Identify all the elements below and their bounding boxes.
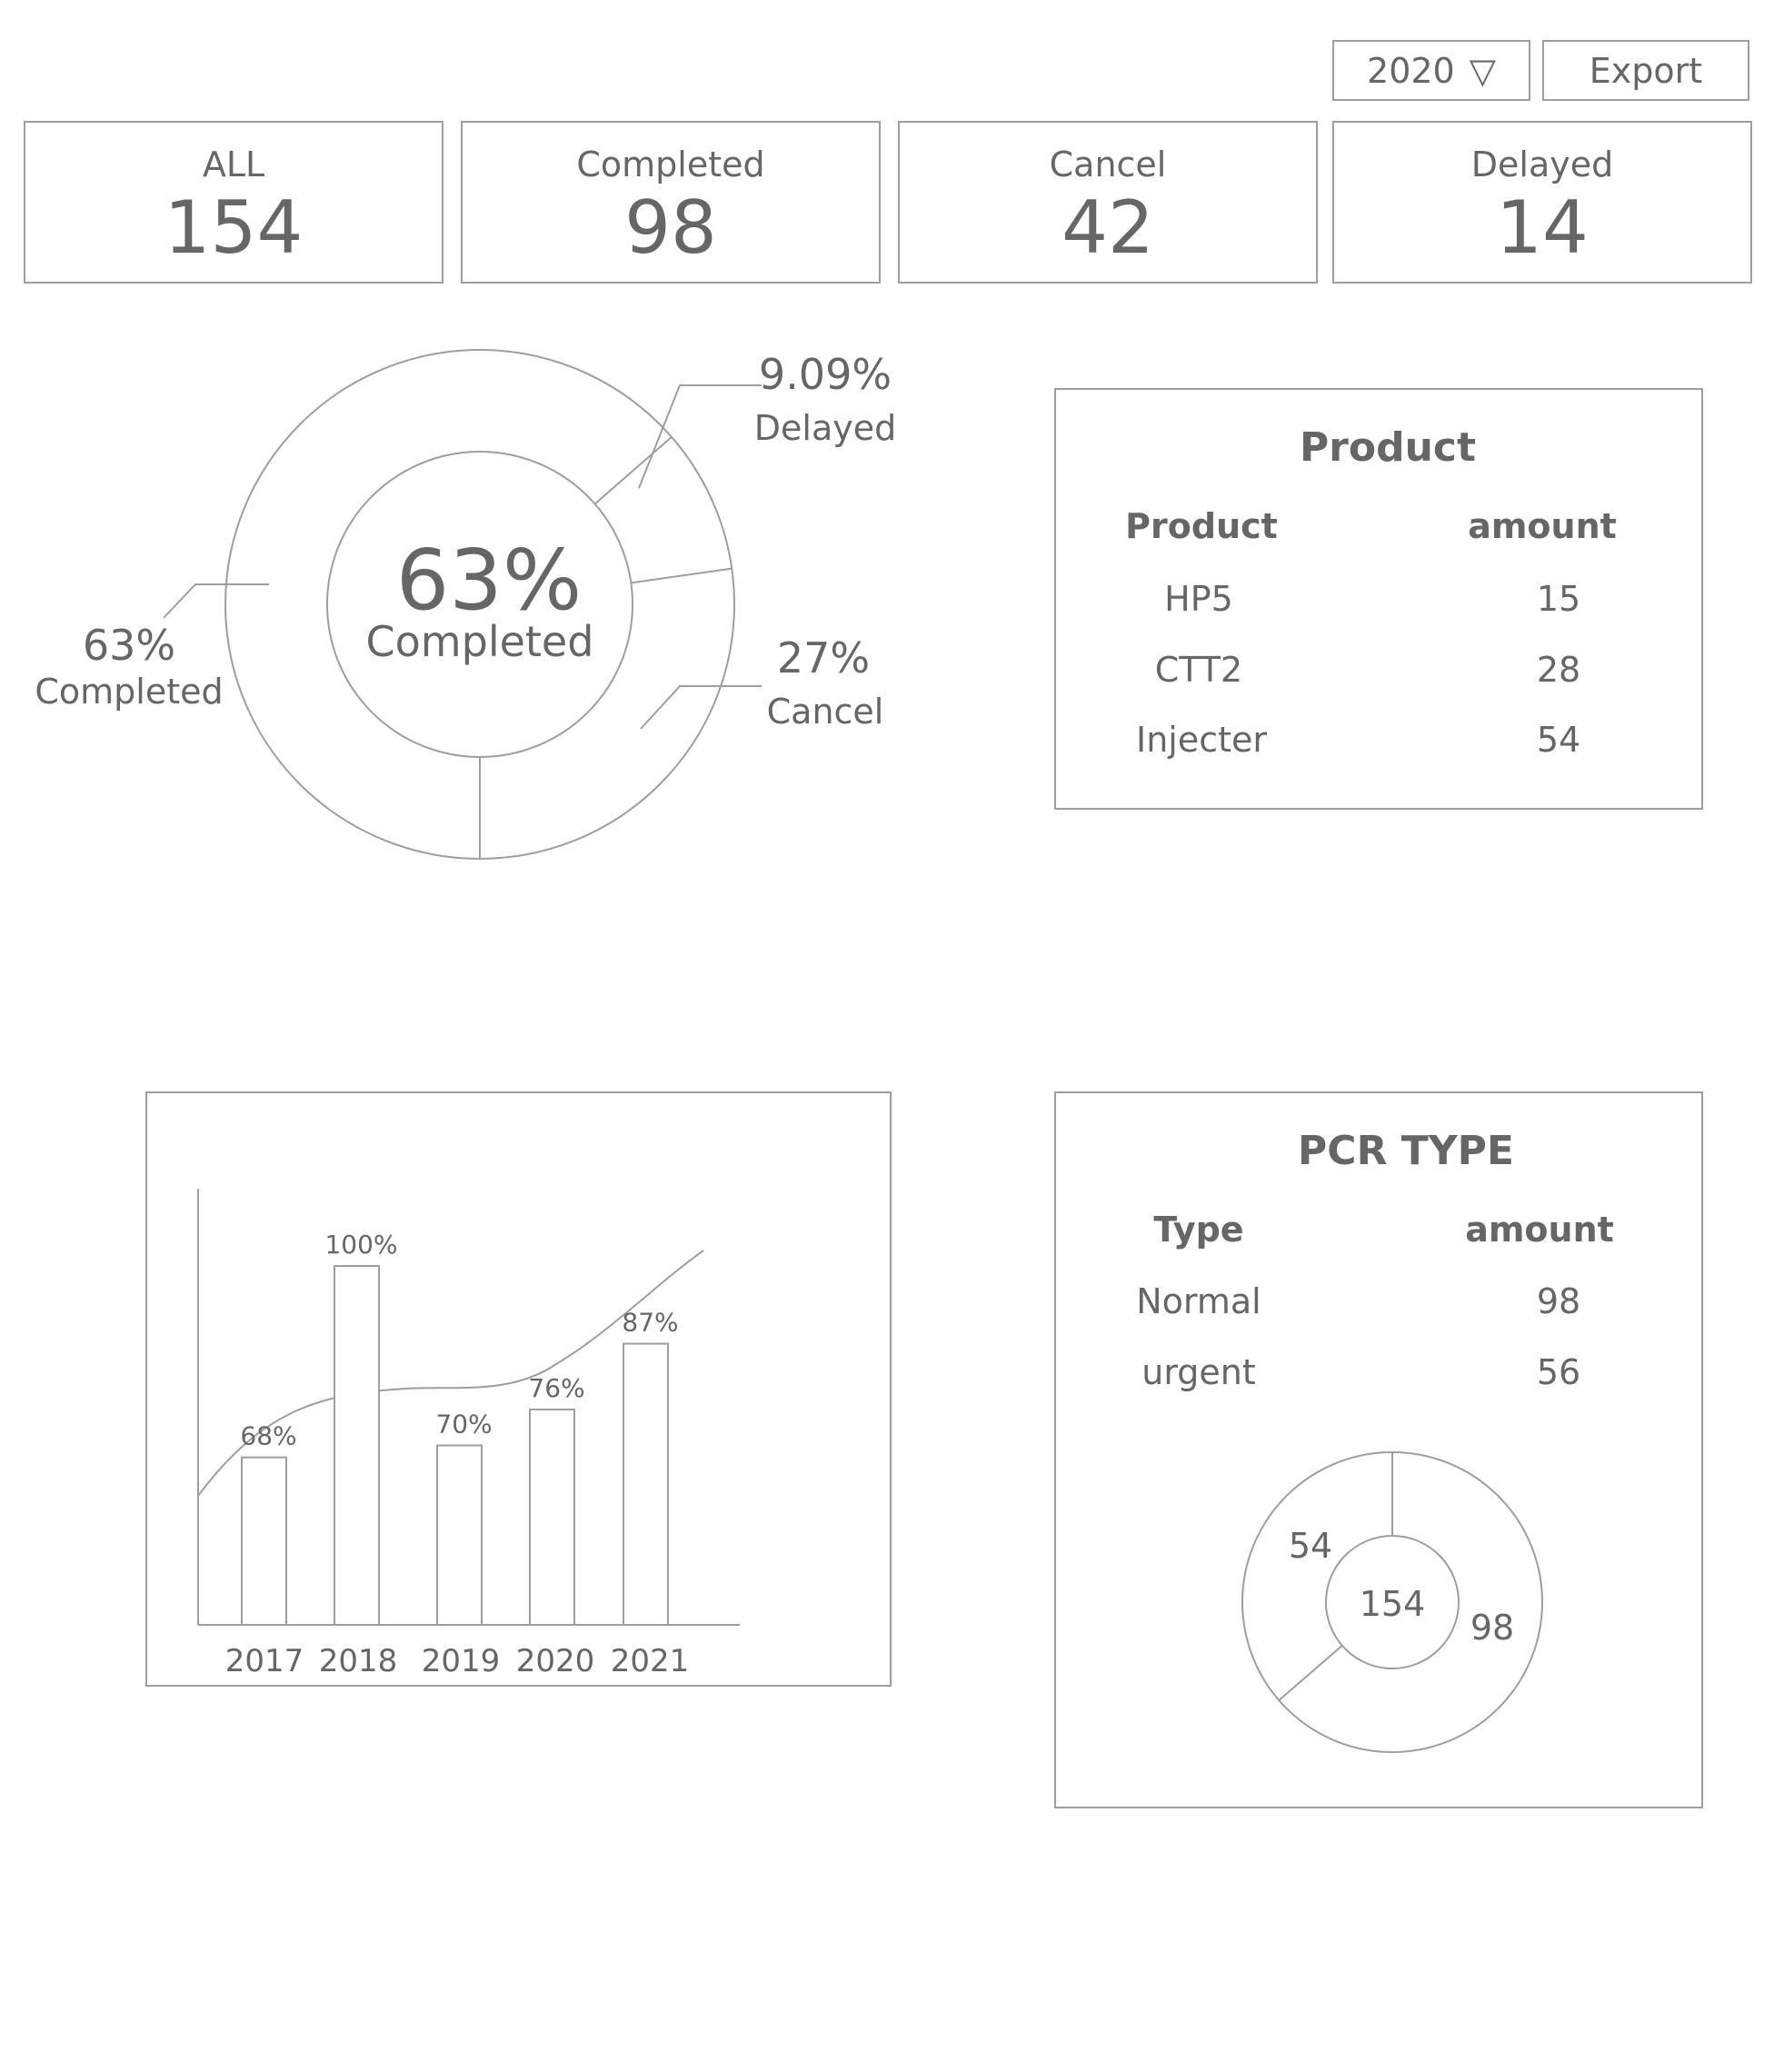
stat-label: ALL [202,144,265,184]
pcr-table-title: PCR TYPE [1298,1128,1514,1174]
yearly-rate-bar-chart: 68% 2017 100% 2018 70% 2019 76% 2020 87% 2021 [197,1189,740,1679]
x-tick-label: 2021 [611,1643,690,1679]
pcr-label-normal: 98 [1470,1608,1514,1648]
pcr-row-type: urgent [1141,1352,1256,1392]
callout-completed-value: 63% [83,621,175,670]
callout-completed-label: Completed [35,672,223,712]
export-button[interactable]: Export [1542,40,1749,101]
callout-cancel-value: 27% [777,633,870,682]
callout-delayed-label: Delayed [754,408,896,448]
stat-value: 14 [1496,185,1589,270]
status-slice-divider-2 [631,567,733,584]
x-tick-label: 2019 [422,1643,501,1679]
callout-line-completed [163,583,269,619]
product-row-name: HP5 [1164,579,1233,619]
chevron-down-icon: ▽ [1469,50,1496,91]
stat-value: 98 [624,185,717,270]
bar-2020 [529,1409,575,1626]
pcr-donut-center: 154 [1360,1584,1426,1624]
stat-card-all[interactable]: ALL 154 [24,121,444,284]
bar-2019 [436,1444,483,1626]
stat-card-completed[interactable]: Completed 98 [461,121,881,284]
bar-value-label: 87% [622,1308,678,1338]
bar-2021 [623,1342,669,1626]
product-row-amount: 54 [1536,720,1581,760]
product-row-amount: 15 [1536,579,1581,619]
product-table-title: Product [1299,424,1477,471]
bar-2017 [241,1456,287,1626]
pcr-type-panel: PCR TYPE Type amount Normal 98 urgent 56… [1054,1091,1703,1808]
product-table-panel: Product Product amount HP5 15 CTT2 28 In… [1054,388,1703,810]
year-select[interactable]: 2020 ▽ [1332,40,1530,101]
product-header-amount: amount [1468,506,1617,546]
callout-line-delayed [638,384,762,489]
callout-cancel-label: Cancel [767,692,884,732]
product-row-amount: 28 [1536,650,1581,690]
pcr-slice-divider-1 [1278,1645,1343,1701]
bar-2018 [334,1265,380,1626]
pcr-header-type: Type [1153,1210,1244,1250]
bar-value-label: 76% [528,1373,584,1403]
x-tick-label: 2018 [319,1643,398,1679]
product-row-name: CTT2 [1154,650,1243,690]
callout-delayed-value: 9.09% [759,350,892,399]
pcr-label-urgent: 54 [1289,1526,1332,1566]
bar-value-label: 100% [324,1230,397,1260]
trend-line [197,1250,704,1497]
pcr-row-amount: 98 [1536,1281,1581,1321]
pcr-row-amount: 56 [1536,1352,1581,1392]
stat-label: Cancel [1049,144,1167,184]
bar-value-label: 68% [240,1421,296,1451]
pcr-header-amount: amount [1465,1210,1614,1250]
callout-line-cancel [640,685,762,730]
donut-center-label: Completed [366,617,594,666]
x-tick-label: 2017 [225,1643,304,1679]
stat-label: Completed [576,144,765,184]
stat-card-delayed[interactable]: Delayed 14 [1332,121,1752,284]
stat-card-cancel[interactable]: Cancel 42 [898,121,1318,284]
stat-label: Delayed [1470,144,1614,184]
bar-value-label: 70% [435,1410,492,1439]
stat-value: 42 [1061,185,1154,270]
x-tick-label: 2020 [516,1643,595,1679]
product-header-product: Product [1125,506,1278,546]
pcr-row-type: Normal [1136,1281,1261,1321]
year-select-value: 2020 [1367,50,1455,91]
status-donut-chart: 63% Completed 9.09% Delayed 27% Cancel 6… [35,349,896,860]
yearly-rate-chart-panel: 68% 2017 100% 2018 70% 2019 76% 2020 87% 2021 [145,1091,892,1687]
stat-value: 154 [164,185,304,270]
pcr-donut-chart: 154 54 98 [1241,1451,1543,1753]
donut-center-value: 63% [396,532,582,629]
product-row-name: Injecter [1135,720,1268,760]
status-slice-divider-1 [593,436,673,505]
